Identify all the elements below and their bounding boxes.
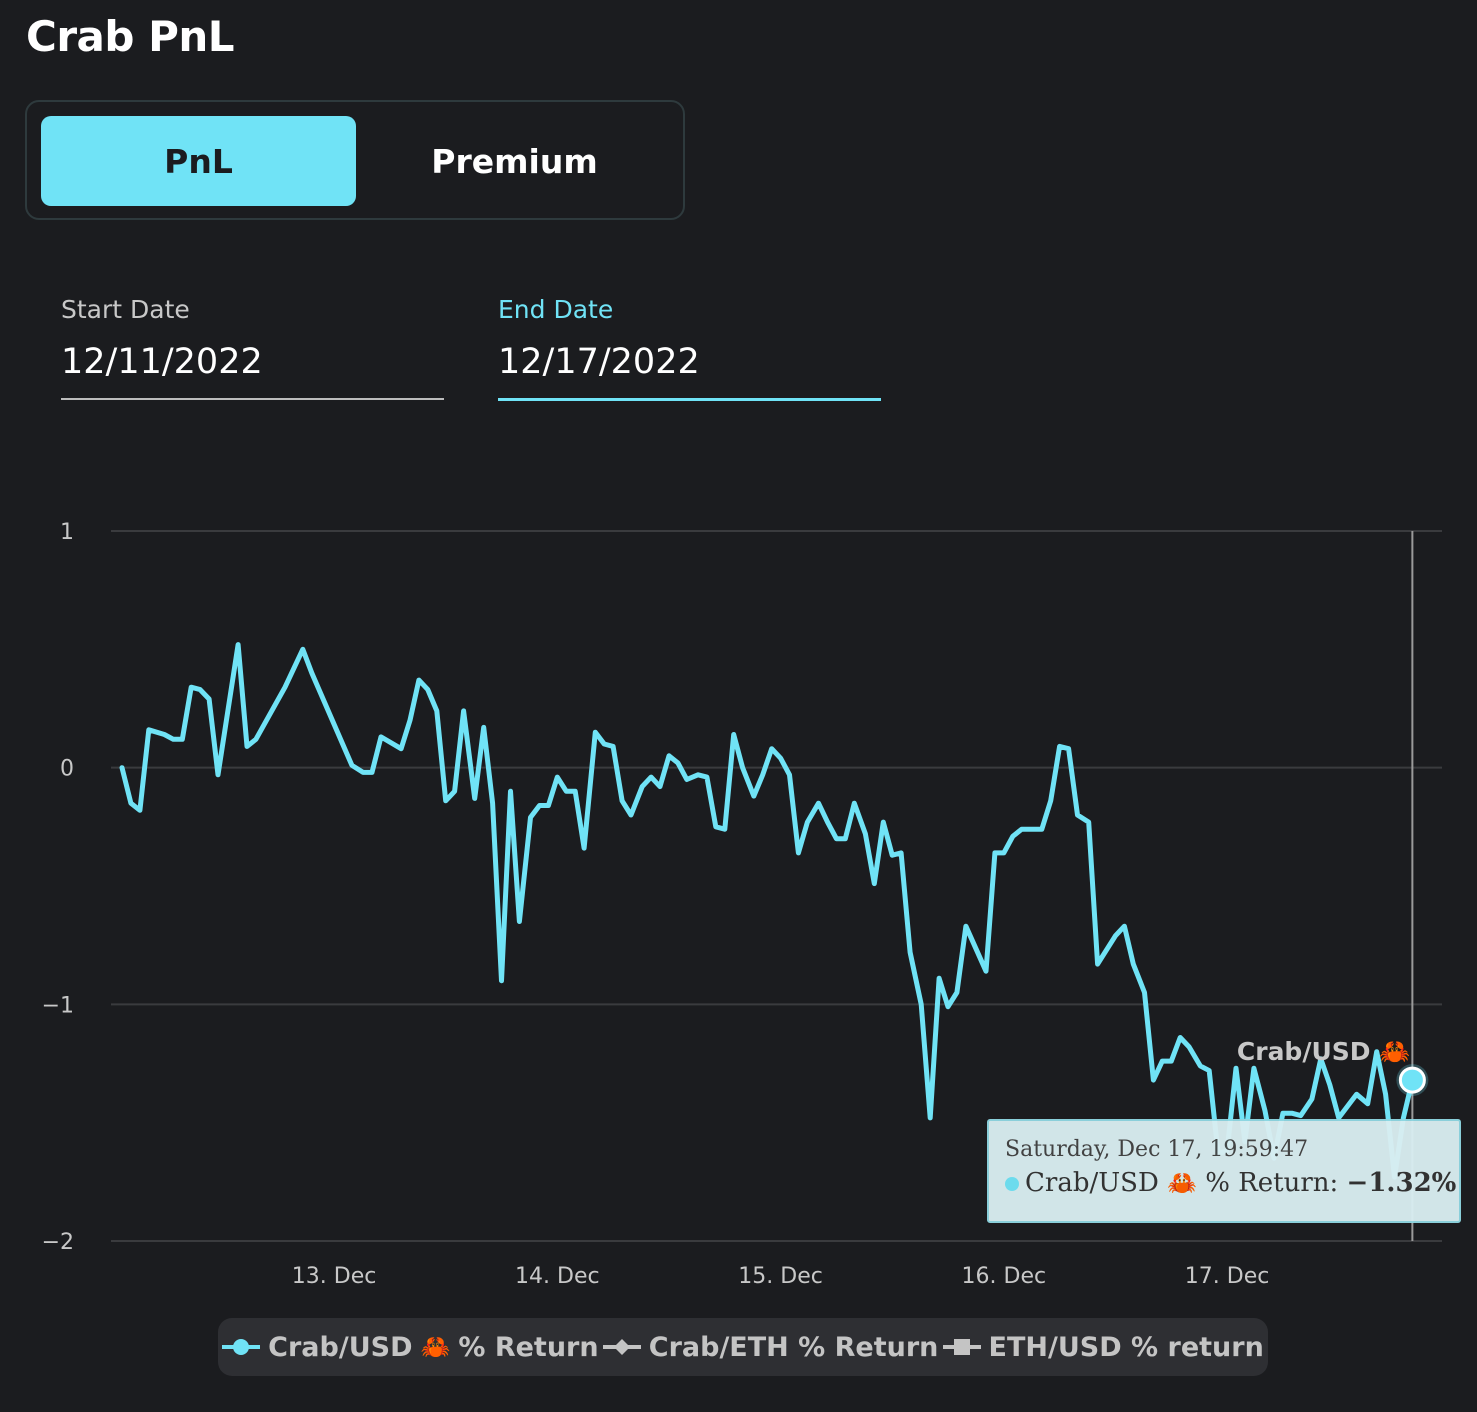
view-toggle: PnL Premium [25, 100, 685, 220]
legend-item-crab-usd[interactable]: Crab/USD 🦀 % Return [222, 1331, 599, 1363]
legend-label-crab-usd: Crab/USD [268, 1331, 413, 1363]
hover-point [1398, 1066, 1426, 1094]
page-title: Crab PnL [26, 12, 235, 61]
tab-premium[interactable]: Premium [357, 116, 672, 206]
x-tick-label: 17. Dec [1185, 1264, 1270, 1289]
legend-item-crab-eth[interactable]: Crab/ETH % Return [602, 1331, 939, 1363]
crab-icon: 🦀 [1167, 1169, 1197, 1197]
x-tick-label: 16. Dec [962, 1264, 1047, 1289]
start-date-field[interactable]: Start Date 12/11/2022 [61, 295, 444, 405]
legend-square-icon [942, 1339, 981, 1355]
tooltip-series: Crab/USD [1025, 1168, 1159, 1198]
series-dot-icon [1005, 1177, 1019, 1191]
series-line-crab-usd [119, 642, 1415, 1180]
end-date-underline [498, 398, 881, 401]
end-date-input[interactable]: 12/17/2022 [498, 342, 700, 382]
x-tick-label: 13. Dec [292, 1264, 377, 1289]
legend-item-eth-usd[interactable]: ETH/USD % return [942, 1331, 1264, 1363]
end-date-field[interactable]: End Date 12/17/2022 [498, 295, 881, 405]
legend-circle-icon [222, 1339, 261, 1355]
tooltip-metric: % Return: [1205, 1168, 1347, 1198]
start-date-label: Start Date [61, 295, 190, 324]
x-tick-label: 15. Dec [738, 1264, 823, 1289]
legend-label-eth-usd: ETH/USD % return [988, 1331, 1264, 1363]
chart-tooltip: Saturday, Dec 17, 19:59:47 Crab/USD 🦀 % … [987, 1119, 1461, 1223]
tooltip-value: −1.32% [1346, 1168, 1457, 1198]
x-tick-label: 14. Dec [515, 1264, 600, 1289]
series-hover-label: Crab/USD 🦀 [1237, 1037, 1410, 1066]
y-tick-label: −2 [42, 1230, 74, 1255]
tooltip-row: Crab/USD 🦀 % Return: −1.32% [1005, 1168, 1456, 1198]
tab-pnl[interactable]: PnL [41, 116, 356, 206]
y-tick-label: −1 [42, 993, 74, 1018]
y-tick-label: 1 [60, 520, 74, 545]
tooltip-date: Saturday, Dec 17, 19:59:47 [1005, 1137, 1309, 1162]
legend-suffix-crab-usd: % Return [458, 1331, 599, 1363]
y-tick-label: 0 [60, 757, 74, 782]
crab-icon: 🦀 [420, 1333, 451, 1361]
chart-legend: Crab/USD 🦀 % Return Crab/ETH % Return ET… [218, 1318, 1268, 1376]
legend-label-crab-eth: Crab/ETH % Return [648, 1331, 939, 1363]
legend-diamond-icon [602, 1339, 641, 1355]
start-date-input[interactable]: 12/11/2022 [61, 342, 263, 382]
start-date-underline [61, 398, 444, 400]
end-date-label: End Date [498, 295, 614, 324]
